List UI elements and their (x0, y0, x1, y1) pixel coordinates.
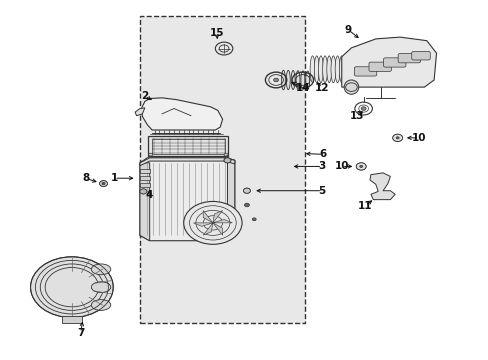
Circle shape (244, 203, 249, 207)
Ellipse shape (326, 56, 331, 83)
Circle shape (356, 163, 366, 170)
Polygon shape (140, 168, 149, 173)
Circle shape (273, 78, 278, 82)
Text: 15: 15 (209, 28, 224, 38)
Circle shape (30, 257, 113, 318)
Text: 4: 4 (146, 190, 153, 200)
Polygon shape (203, 211, 212, 223)
Polygon shape (193, 223, 212, 226)
Polygon shape (140, 163, 149, 241)
Ellipse shape (305, 71, 309, 89)
Ellipse shape (91, 282, 111, 293)
Polygon shape (212, 223, 222, 235)
Polygon shape (227, 158, 234, 241)
Polygon shape (141, 98, 222, 130)
Polygon shape (212, 211, 222, 223)
FancyBboxPatch shape (354, 67, 376, 76)
Text: 14: 14 (295, 83, 309, 93)
Circle shape (100, 181, 107, 186)
Polygon shape (140, 183, 149, 187)
Circle shape (252, 218, 256, 221)
Ellipse shape (322, 56, 327, 83)
FancyBboxPatch shape (411, 51, 429, 60)
Circle shape (148, 153, 152, 156)
Text: 12: 12 (314, 83, 329, 93)
Polygon shape (341, 37, 436, 87)
Ellipse shape (300, 71, 304, 89)
FancyBboxPatch shape (140, 16, 305, 323)
Polygon shape (140, 176, 149, 180)
Ellipse shape (344, 80, 358, 94)
Ellipse shape (281, 70, 285, 90)
FancyBboxPatch shape (368, 62, 390, 71)
Text: 13: 13 (349, 111, 364, 121)
Polygon shape (135, 108, 144, 116)
Ellipse shape (286, 70, 289, 90)
Circle shape (395, 137, 398, 139)
Circle shape (243, 188, 250, 193)
Polygon shape (148, 136, 228, 157)
Ellipse shape (314, 56, 319, 83)
Text: 5: 5 (318, 186, 325, 196)
Text: 1: 1 (110, 173, 118, 183)
Polygon shape (62, 316, 81, 323)
Circle shape (224, 158, 230, 163)
Ellipse shape (334, 56, 339, 83)
Text: 8: 8 (81, 173, 89, 183)
Circle shape (361, 107, 366, 111)
Ellipse shape (91, 300, 111, 310)
Polygon shape (212, 219, 232, 223)
Circle shape (183, 202, 242, 244)
Polygon shape (369, 173, 394, 200)
Text: 9: 9 (344, 25, 351, 35)
Text: 10: 10 (334, 161, 348, 171)
Text: 6: 6 (319, 149, 326, 159)
Ellipse shape (330, 56, 335, 83)
Polygon shape (140, 158, 234, 166)
Circle shape (140, 189, 146, 194)
FancyBboxPatch shape (397, 54, 420, 63)
Ellipse shape (339, 56, 344, 83)
Text: 7: 7 (77, 328, 84, 338)
Polygon shape (140, 158, 234, 241)
Polygon shape (203, 223, 212, 235)
Ellipse shape (295, 71, 299, 89)
Ellipse shape (290, 71, 294, 89)
Text: 10: 10 (411, 133, 426, 143)
Text: 11: 11 (357, 201, 371, 211)
Ellipse shape (318, 56, 323, 83)
FancyBboxPatch shape (383, 58, 405, 67)
Circle shape (102, 183, 105, 185)
Ellipse shape (91, 264, 111, 275)
Circle shape (359, 165, 362, 167)
Ellipse shape (309, 56, 314, 83)
Circle shape (224, 153, 227, 156)
Text: 2: 2 (141, 91, 148, 101)
Circle shape (392, 134, 402, 141)
Text: 3: 3 (318, 161, 325, 171)
